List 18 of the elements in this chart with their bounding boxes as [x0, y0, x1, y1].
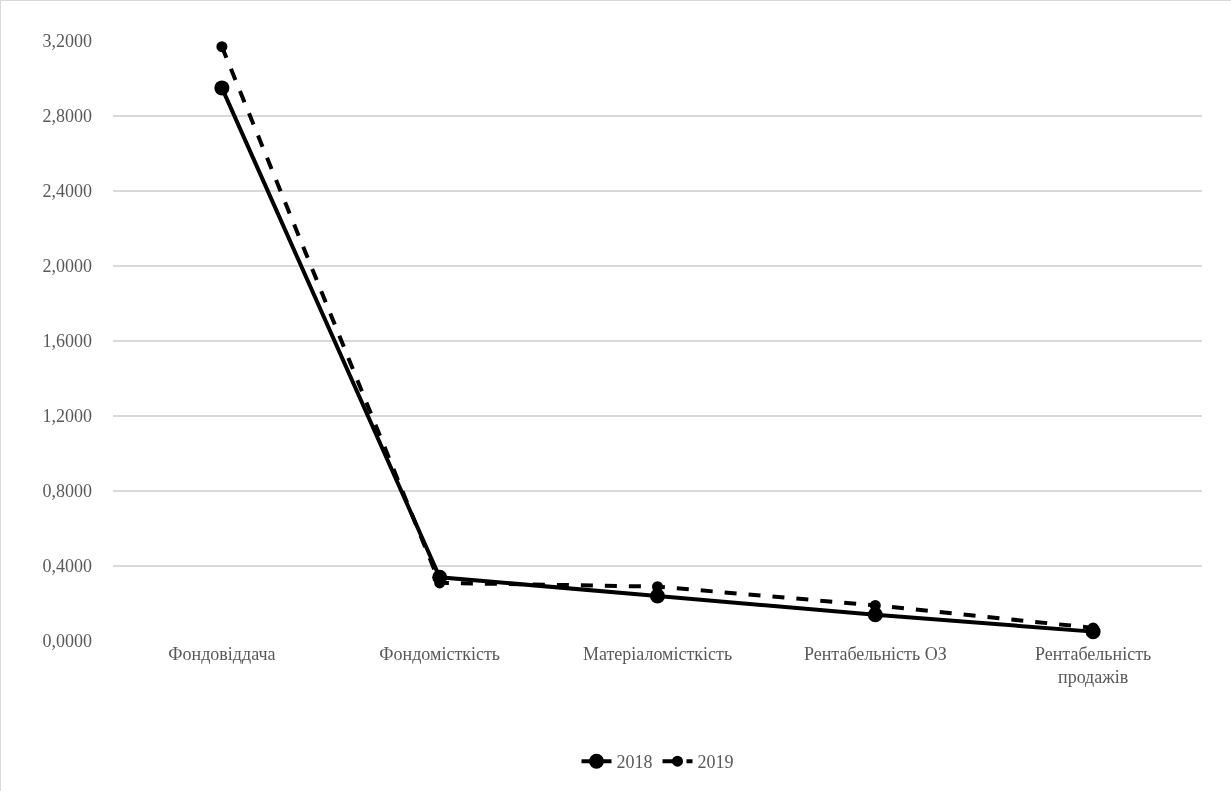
x-tick-label: Фондомісткість: [379, 644, 501, 664]
y-tick-label: 3,2000: [42, 31, 92, 52]
y-tick-label: 1,2000: [42, 406, 92, 427]
y-tick-label: 0,4000: [42, 556, 92, 577]
y-tick-label: 0,8000: [42, 481, 92, 502]
y-tick-label: 2,0000: [42, 256, 92, 277]
legend-label: 2019: [697, 752, 734, 773]
y-tick-label: 2,8000: [42, 106, 92, 127]
point: [214, 80, 230, 96]
x-tick-label: Рентабельність ОЗ: [803, 644, 947, 664]
x-tick-label: Рентабельність продажів: [1034, 644, 1152, 688]
x-tick-label: Матеріаломісткість: [582, 644, 733, 664]
legend-label: 2018: [616, 752, 653, 773]
y-tick-label: 2,4000: [42, 181, 92, 202]
y-tick-label: 0,0000: [42, 631, 92, 652]
point: [216, 41, 228, 53]
x-tick-label: Фондовіддача: [168, 644, 276, 664]
y-tick-label: 1,6000: [42, 331, 92, 352]
